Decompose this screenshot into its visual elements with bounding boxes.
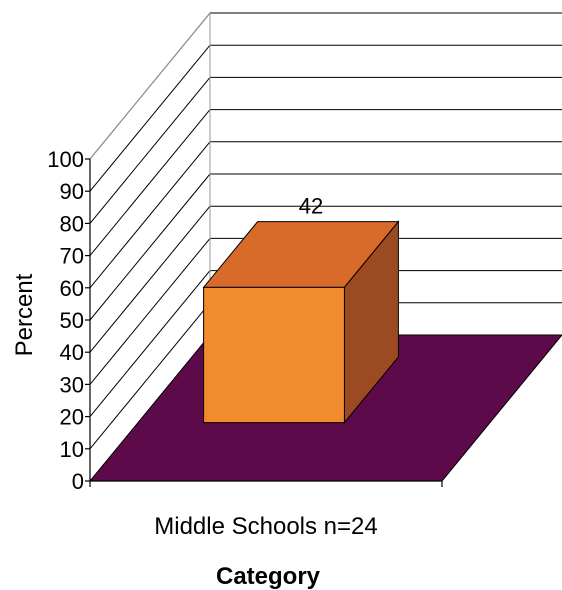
- y-tick-label: 40: [60, 340, 84, 365]
- y-tick-label: 80: [60, 211, 84, 236]
- bar-group: [202, 220, 400, 424]
- y-axis-title: Percent: [11, 273, 38, 356]
- y-tick-label: 30: [60, 372, 84, 397]
- bar: [203, 286, 345, 424]
- x-axis-title: Category: [216, 563, 321, 590]
- y-tick-label: 50: [60, 308, 84, 333]
- bars: 42 Middle Schools n=24: [154, 194, 400, 540]
- y-tick-label: 10: [60, 437, 84, 462]
- gridline-left-wall: [89, 302, 211, 450]
- gridline-left-wall: [89, 205, 211, 353]
- gridline-left-wall: [89, 77, 211, 224]
- y-tick-label: 60: [60, 276, 84, 301]
- y-tick-label: 70: [60, 244, 84, 269]
- left-wall-top-edge: [89, 12, 211, 160]
- chart-gridlines: [89, 12, 562, 450]
- y-tick-label: 0: [72, 469, 84, 494]
- gridline-left-wall: [89, 109, 211, 256]
- gridline-left-wall: [89, 238, 211, 385]
- y-tick-label: 90: [60, 179, 84, 204]
- y-tick-label: 100: [47, 147, 84, 172]
- y-tick-label: 20: [60, 405, 84, 430]
- y-axis-ticks: 0 10 20 30 40 50 60 70 80 90 100: [47, 147, 443, 494]
- data-label: 42: [299, 194, 323, 219]
- gridline-left-wall: [89, 270, 211, 417]
- x-category-label: Middle Schools n=24: [154, 513, 377, 540]
- gridline-left-wall: [89, 141, 211, 289]
- gridline-left-wall: [89, 44, 211, 192]
- gridline-left-wall: [89, 173, 211, 321]
